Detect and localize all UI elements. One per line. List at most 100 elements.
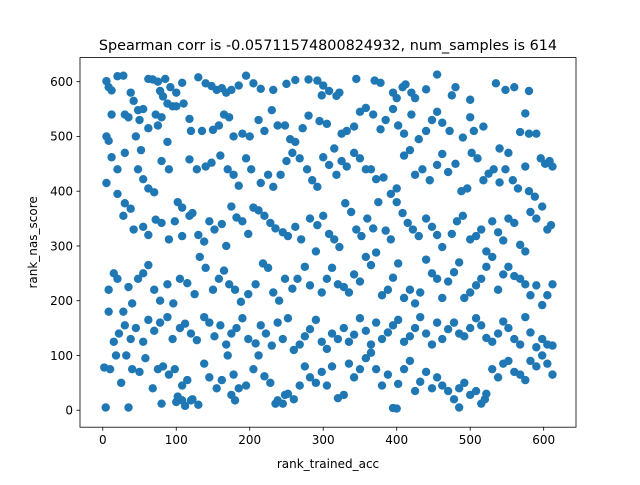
scatter-point: [355, 364, 365, 374]
scatter-point: [230, 285, 240, 294]
points-layer: [100, 70, 557, 413]
scatter-point: [477, 225, 486, 234]
scatter-point: [126, 334, 135, 344]
scatter-point: [164, 165, 174, 174]
scatter-point: [289, 345, 299, 355]
scatter-point: [471, 314, 481, 323]
scatter-point: [280, 121, 290, 130]
scatter-point: [454, 258, 464, 267]
scatter-point: [548, 341, 557, 350]
scatter-point: [283, 231, 293, 241]
scatter-point: [443, 386, 453, 396]
plot-area-frame: [79, 57, 577, 428]
scatter-point: [339, 282, 348, 292]
scatter-point: [229, 170, 238, 179]
scatter-point: [460, 293, 469, 303]
scatter-point: [469, 126, 479, 136]
scatter-point: [473, 154, 482, 163]
scatter-point: [224, 113, 234, 122]
scatter-point: [381, 226, 390, 235]
scatter-point: [495, 144, 504, 153]
scatter-point: [524, 187, 534, 196]
scatter-point: [256, 178, 265, 188]
scatter-point: [291, 75, 300, 85]
scatter-point: [311, 378, 321, 388]
scatter-point: [524, 86, 534, 96]
scatter-point: [322, 274, 332, 284]
scatter-point: [166, 82, 175, 92]
scatter-point: [449, 318, 459, 327]
x-axis: 0 100 200 300 400 500 600: [99, 427, 555, 447]
scatter-point: [177, 231, 187, 241]
scatter-point: [399, 151, 409, 160]
scatter-point: [267, 341, 276, 350]
scatter-point: [368, 110, 378, 119]
scatter-point: [119, 307, 128, 316]
scatter-point: [238, 217, 247, 226]
scatter-point: [273, 121, 282, 130]
scatter-point: [234, 384, 243, 393]
scatter-point: [388, 273, 398, 282]
scatter-point: [186, 126, 196, 136]
scatter-point: [308, 176, 317, 185]
scatter-point: [452, 217, 462, 226]
scatter-point: [241, 71, 251, 80]
scatter-point: [280, 390, 290, 400]
scatter-point: [501, 85, 510, 95]
scatter-point: [416, 312, 425, 322]
scatter-point: [295, 154, 304, 163]
scatter-point: [398, 208, 407, 218]
scatter-point: [352, 225, 361, 234]
scatter-point: [344, 288, 354, 297]
scatter-point: [144, 315, 153, 325]
scatter-point: [249, 79, 258, 88]
scatter-point: [432, 318, 442, 327]
scatter-point: [510, 82, 519, 92]
scatter-point: [405, 332, 415, 341]
scatter-point: [131, 132, 141, 141]
scatter-point: [344, 337, 354, 346]
scatter-point: [217, 219, 227, 229]
scatter-point: [319, 211, 328, 221]
scatter-point: [399, 337, 409, 346]
scatter-point: [366, 340, 376, 349]
scatter-point: [548, 280, 557, 289]
scatter-point: [271, 224, 280, 233]
scatter-point: [232, 323, 241, 333]
scatter-point: [386, 189, 396, 199]
scatter-point: [126, 88, 135, 97]
scatter-point: [449, 268, 459, 277]
scatter-point: [515, 340, 525, 349]
scatter-point: [504, 323, 513, 333]
scatter-point: [532, 214, 541, 223]
scatter-point: [114, 329, 124, 338]
scatter-point: [280, 274, 290, 284]
scatter-point: [107, 153, 116, 162]
scatter-point: [158, 92, 168, 101]
scatter-point: [447, 91, 457, 100]
scatter-point: [546, 220, 556, 230]
scatter-point: [269, 85, 278, 95]
scatter-point: [150, 326, 159, 336]
scatter-point: [366, 165, 376, 174]
scatter-point: [495, 178, 504, 187]
scatter-point: [313, 182, 322, 192]
scatter-point: [135, 115, 144, 125]
scatter-point: [392, 93, 401, 103]
scatter-point: [302, 165, 312, 174]
scatter-point: [164, 235, 174, 244]
scatter-point: [127, 364, 137, 374]
scatter-point: [538, 351, 547, 360]
scatter-point: [205, 373, 214, 382]
scatter-point: [366, 348, 376, 357]
scatter-point: [493, 329, 503, 338]
scatter-point: [393, 121, 403, 130]
scatter-point: [133, 274, 143, 284]
scatter-point: [212, 384, 221, 393]
scatter-point: [133, 165, 143, 174]
scatter-point: [458, 211, 468, 221]
scatter-point: [120, 148, 130, 158]
scatter-point: [304, 75, 313, 84]
scatter-point: [194, 400, 203, 409]
